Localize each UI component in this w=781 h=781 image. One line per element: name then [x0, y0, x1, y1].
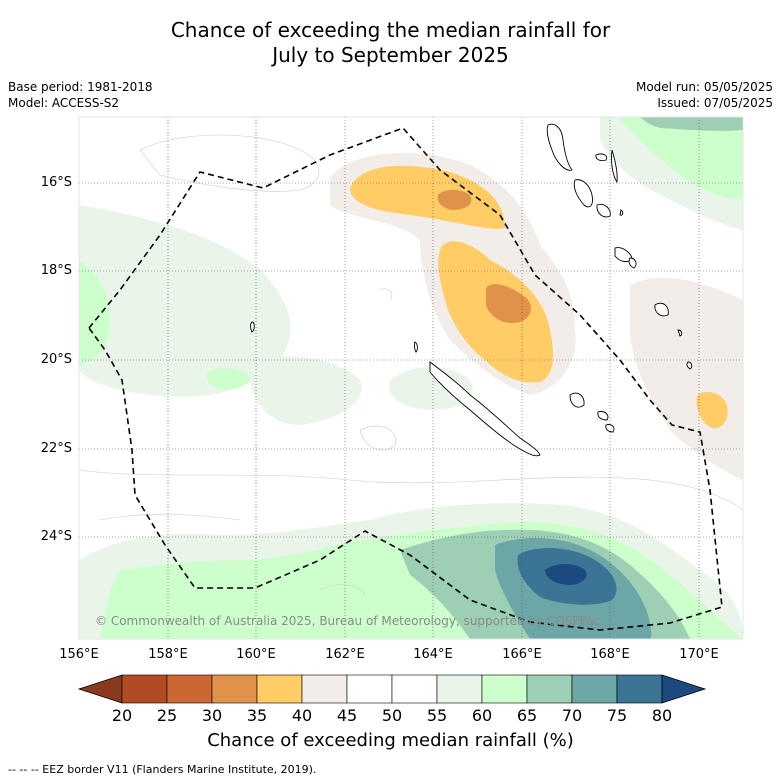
- coastlines: [250, 123, 693, 457]
- lon-label-160e: 160°E: [236, 647, 276, 662]
- below-median-40-45-zone-east: [630, 277, 743, 480]
- loyalty-islands: [569, 392, 585, 408]
- eez-legend-note: -- -- -- EEZ border V11 (Flanders Marine…: [8, 763, 317, 776]
- below-median-30-35-zone-central: [486, 284, 532, 324]
- colorbar-tick: 35: [246, 706, 268, 725]
- gridlines: [79, 117, 743, 639]
- issued-date: Issued: 07/05/2025: [657, 96, 773, 110]
- below-median-35-40-zone-north: [350, 165, 505, 229]
- colorbar-cell-40-45: [301, 674, 348, 704]
- above-median-60-65-zone-north: [620, 117, 743, 200]
- above-median-60-65-zone-west: [79, 260, 110, 365]
- info-right: Model run: 05/05/2025 Issued: 07/05/2025: [636, 79, 773, 111]
- lon-label-168e: 168°E: [590, 647, 630, 662]
- above-median-55-60-zone-central: [249, 356, 362, 425]
- lon-label-162e: 162°E: [325, 647, 365, 662]
- lat-label-22s: 22°S: [40, 441, 72, 456]
- model-name: Model: ACCESS-S2: [8, 96, 120, 110]
- above-median-60-65-zone-small: [206, 368, 250, 390]
- colorbar-cell-20-25: [121, 674, 168, 704]
- aneityum: [595, 153, 608, 162]
- base-period: Base period: 1981-2018: [8, 80, 153, 94]
- model-run: Model run: 05/05/2025: [635, 80, 773, 94]
- colorbar-tick: 30: [201, 706, 223, 725]
- eez-border: [87, 127, 723, 631]
- colorbar-extend-low: [77, 674, 123, 704]
- map-title: Chance of exceeding the median rainfall …: [0, 18, 781, 68]
- colorbar: [77, 674, 707, 704]
- small-island-1: [250, 321, 255, 333]
- lat-label-18s: 18°S: [40, 263, 72, 278]
- small-island-4: [619, 209, 624, 216]
- small-island-3: [686, 361, 693, 370]
- title-line-2: July to September 2025: [272, 43, 509, 67]
- colorbar-tick: 20: [111, 706, 133, 725]
- above-median-55-60-zone-mid: [389, 366, 473, 410]
- colorbar-tick: 55: [426, 706, 448, 725]
- colorbar-tick: 65: [516, 706, 538, 725]
- above-median-80-plus-zone: [545, 564, 587, 585]
- colorbar-extend-high: [661, 674, 707, 704]
- espiritu-santo: [546, 123, 573, 171]
- above-median-65-70-zone-north: [640, 117, 743, 131]
- colorbar-cell-45-50: [346, 674, 393, 704]
- new-caledonia: [429, 361, 541, 457]
- lon-label-156e: 156°E: [59, 647, 99, 662]
- lat-label-24s: 24°S: [40, 529, 72, 544]
- contour-lines: [79, 134, 743, 596]
- small-island-5: [677, 329, 683, 337]
- malekula: [573, 179, 593, 208]
- colorbar-cell-25-30: [166, 674, 213, 704]
- colorbar-tick: 45: [336, 706, 358, 725]
- lon-label-170e: 170°E: [679, 647, 719, 662]
- colorbar-cell-60-65: [481, 674, 528, 704]
- lon-label-164e: 164°E: [413, 647, 453, 662]
- colorbar-cell-55-60: [436, 674, 483, 704]
- lat-label-20s: 20°S: [40, 352, 72, 367]
- colorbar-tick: 25: [156, 706, 178, 725]
- map-panel: [79, 117, 743, 639]
- colorbar-cell-35-40: [256, 674, 303, 704]
- title-line-1: Chance of exceeding the median rainfall …: [170, 18, 611, 42]
- colorbar-cell-50-55: [391, 674, 438, 704]
- lon-label-166e: 166°E: [502, 647, 542, 662]
- lifou: [597, 411, 609, 421]
- map-frame: [78, 116, 744, 640]
- lon-label-158e: 158°E: [148, 647, 188, 662]
- mare: [605, 424, 615, 433]
- colorbar-tick: 75: [606, 706, 628, 725]
- below-median-35-40-zone-east: [696, 391, 728, 429]
- above-median-55-60-zone-west: [79, 205, 291, 397]
- small-island-2: [413, 341, 418, 353]
- below-median-30-35-zone-north: [437, 189, 472, 210]
- colorbar-title: Chance of exceeding median rainfall (%): [207, 730, 574, 751]
- colorbar-tick: 70: [561, 706, 583, 725]
- colorbar-cell-65-70: [526, 674, 573, 704]
- colorbar-tick: 60: [471, 706, 493, 725]
- colorbar-cell-75-80: [616, 674, 663, 704]
- colorbar-tick: 80: [651, 706, 673, 725]
- colorbar-cell-70-75: [571, 674, 618, 704]
- hunter-matthew: [654, 302, 669, 317]
- copyright-notice: © Commonwealth of Australia 2025, Bureau…: [95, 614, 601, 628]
- efate: [596, 203, 611, 218]
- colorbar-tick: 40: [291, 706, 313, 725]
- tanna: [628, 257, 637, 269]
- colorbar-cell-30-35: [211, 674, 258, 704]
- lat-label-16s: 16°S: [40, 175, 72, 190]
- info-left: Base period: 1981-2018 Model: ACCESS-S2: [8, 79, 153, 111]
- colorbar-tick: 50: [381, 706, 403, 725]
- pentecost: [611, 149, 618, 184]
